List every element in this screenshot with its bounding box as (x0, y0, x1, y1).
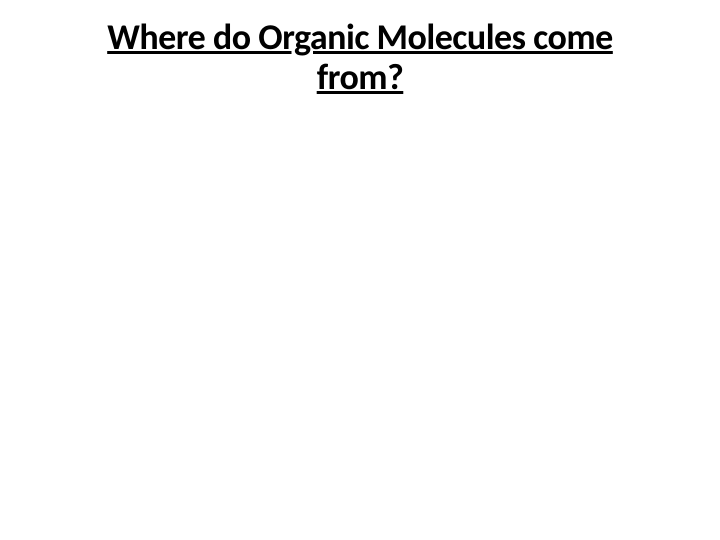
slide-title: Where do Organic Molecules come from? (0, 18, 720, 97)
slide-container: Where do Organic Molecules come from? (0, 0, 720, 540)
title-line-2: from? (317, 55, 404, 99)
title-line-1: Where do Organic Molecules come (107, 15, 613, 59)
